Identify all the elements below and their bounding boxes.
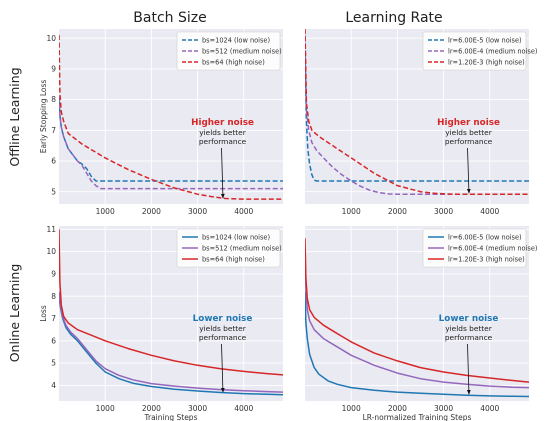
panel-online-learning-rate: 1000 2000 3000 4000 LR-normalized Training S… bbox=[305, 226, 537, 421]
column-title-batch-size: Batch Size bbox=[133, 10, 206, 26]
x-tick-label: 1000 bbox=[96, 404, 115, 413]
x-tick-label: 1000 bbox=[342, 404, 361, 413]
x-axis-label: LR-normalized Training Steps bbox=[363, 413, 472, 421]
y-tick-label: 11 bbox=[46, 225, 56, 234]
y-tick-label: 5 bbox=[51, 359, 56, 368]
annotation-line-1: yields better bbox=[199, 128, 246, 137]
legend-entry: lr=6.00E-4 (medium noise) bbox=[448, 47, 537, 55]
y-tick-label: 6 bbox=[51, 336, 56, 345]
series-lines bbox=[305, 238, 529, 398]
x-tick-label: 4000 bbox=[480, 404, 499, 413]
y-tick-label: 7 bbox=[51, 126, 56, 135]
series-line-2 bbox=[59, 229, 283, 376]
series-line-1 bbox=[59, 96, 283, 190]
x-tick-label: 4000 bbox=[234, 404, 253, 413]
x-tick-label: 2000 bbox=[142, 207, 161, 216]
x-tick-label: 1000 bbox=[342, 207, 361, 216]
annotation-arrow bbox=[220, 147, 225, 199]
legend-entry: bs=64 (high noise) bbox=[202, 58, 265, 66]
annotation-line-1: yields better bbox=[199, 324, 246, 333]
y-axis-label: Early Stopping Loss bbox=[39, 80, 48, 154]
x-tick-label: 2000 bbox=[142, 404, 161, 413]
annotation-arrow bbox=[466, 147, 471, 194]
y-tick-label: 6 bbox=[51, 157, 56, 166]
series-line-0 bbox=[305, 291, 529, 398]
annotation-arrow bbox=[466, 343, 471, 395]
y-tick-label: 8 bbox=[51, 95, 56, 104]
series-line-0 bbox=[59, 99, 283, 182]
x-tick-label: 3000 bbox=[188, 207, 207, 216]
legend-entry: bs=512 (medium noise) bbox=[202, 47, 282, 55]
legend-entry: lr=6.00E-5 (low noise) bbox=[448, 233, 522, 241]
legend-entry: bs=512 (medium noise) bbox=[202, 244, 282, 252]
series-line-0 bbox=[305, 53, 529, 182]
y-tick-label: 10 bbox=[46, 247, 56, 256]
legend: lr=6.00E-5 (low noise) lr=6.00E-4 (medium… bbox=[422, 228, 537, 268]
panel-online-batch-size: 1000 2000 3000 4000 4 5 6 7 8 9 10 11 Loss Training S… bbox=[39, 225, 283, 421]
y-tick-label: 5 bbox=[51, 187, 56, 196]
legend: bs=1024 (low noise) bs=512 (medium noise)… bbox=[176, 31, 282, 71]
series-lines bbox=[305, 29, 529, 195]
y-tick-label: 8 bbox=[51, 292, 56, 301]
legend: bs=1024 (low noise) bs=512 (medium noise)… bbox=[176, 228, 282, 268]
series-line-0 bbox=[59, 296, 283, 396]
x-tick-label: 2000 bbox=[388, 404, 407, 413]
row-title-offline: Offline Learning bbox=[7, 67, 22, 166]
legend-entry: lr=6.00E-5 (low noise) bbox=[448, 36, 522, 44]
x-tick-label: 3000 bbox=[434, 207, 453, 216]
annotation-highlight: Higher noise bbox=[437, 118, 500, 128]
series-lines bbox=[59, 35, 283, 200]
series-line-2 bbox=[305, 29, 529, 195]
annotation-arrow bbox=[220, 343, 225, 393]
annotation-highlight: Higher noise bbox=[191, 118, 254, 128]
annotation-line-2: performance bbox=[445, 137, 493, 146]
x-tick-label: 1000 bbox=[96, 207, 115, 216]
y-tick-label: 7 bbox=[51, 314, 56, 323]
y-axis-label: Loss bbox=[39, 305, 48, 322]
x-tick-label: 3000 bbox=[188, 404, 207, 413]
x-tick-label: 4000 bbox=[480, 207, 499, 216]
y-tick-label: 10 bbox=[46, 34, 56, 43]
annotation-line-1: yields better bbox=[445, 128, 492, 137]
legend-box bbox=[176, 31, 281, 71]
annotation-line-1: yields better bbox=[445, 324, 492, 333]
row-title-online: Online Learning bbox=[7, 264, 22, 363]
panel-offline-batch-size: 1000 2000 3000 4000 5 6 7 8 9 10 Early Stopping Lo… bbox=[39, 29, 283, 216]
series-line-1 bbox=[305, 35, 529, 195]
legend-box bbox=[176, 228, 281, 268]
y-tick-label: 4 bbox=[51, 381, 56, 390]
annotation-highlight: Lower noise bbox=[193, 314, 253, 324]
x-tick-label: 2000 bbox=[388, 207, 407, 216]
legend-box bbox=[422, 228, 527, 268]
legend-entry: bs=1024 (low noise) bbox=[202, 36, 270, 44]
legend-entry: bs=1024 (low noise) bbox=[202, 233, 270, 241]
legend-box bbox=[422, 31, 527, 71]
legend-entry: lr=6.00E-4 (medium noise) bbox=[448, 244, 537, 252]
y-tick-label: 9 bbox=[51, 270, 56, 279]
x-tick-label: 3000 bbox=[434, 404, 453, 413]
series-line-1 bbox=[305, 256, 529, 389]
series-line-2 bbox=[59, 35, 283, 200]
annotation-line-2: performance bbox=[445, 333, 493, 342]
y-tick-label: 9 bbox=[51, 65, 56, 74]
legend: lr=6.00E-5 (low noise) lr=6.00E-4 (medium… bbox=[422, 31, 537, 71]
column-title-learning-rate: Learning Rate bbox=[345, 10, 442, 26]
annotation-highlight: Lower noise bbox=[439, 314, 499, 324]
legend-entry: bs=64 (high noise) bbox=[202, 255, 265, 263]
x-tick-label: 4000 bbox=[234, 207, 253, 216]
annotation-line-2: performance bbox=[199, 137, 247, 146]
legend-entry: lr=1.20E-3 (high noise) bbox=[448, 58, 525, 66]
series-line-2 bbox=[305, 238, 529, 383]
annotation-line-2: performance bbox=[199, 333, 247, 342]
x-axis-label: Training Steps bbox=[144, 413, 198, 421]
legend-entry: lr=1.20E-3 (high noise) bbox=[448, 255, 525, 263]
